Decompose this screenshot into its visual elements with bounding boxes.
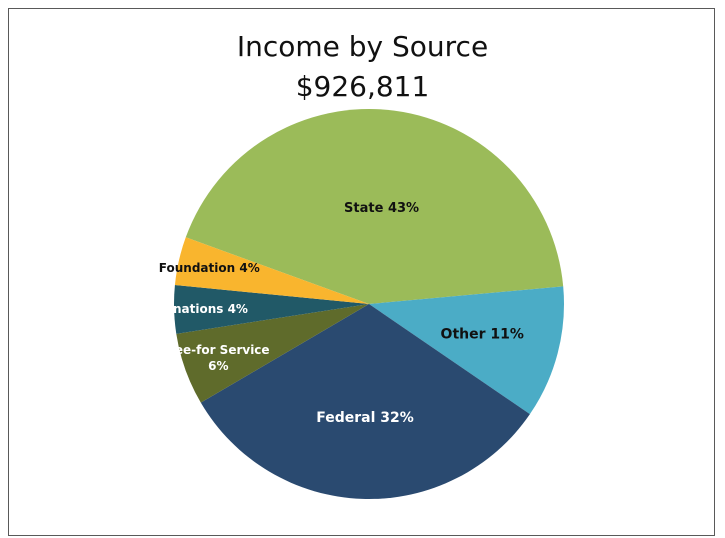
slice-label-state: State 43% [344, 201, 419, 216]
pie-slice-state [185, 108, 564, 304]
pie-slice-fee-for [176, 304, 369, 403]
chart-subtitle: $926,811 [295, 70, 430, 103]
pie-slice-donations [174, 284, 369, 334]
slice-label-fee-for: Fee-for Service 6% [167, 343, 269, 373]
chart-title: Income by Source [236, 30, 489, 63]
slice-label-foundation: Foundation 4% [159, 261, 260, 275]
pie-slice-foundation [174, 237, 369, 304]
slice-label-federal: Federal 32% [316, 410, 414, 426]
pie-slice-federal [200, 304, 530, 500]
slice-label-other: Other 11% [441, 326, 524, 342]
slice-label-donations: Donations 4% [155, 302, 248, 316]
pie-slice-other [369, 286, 564, 415]
